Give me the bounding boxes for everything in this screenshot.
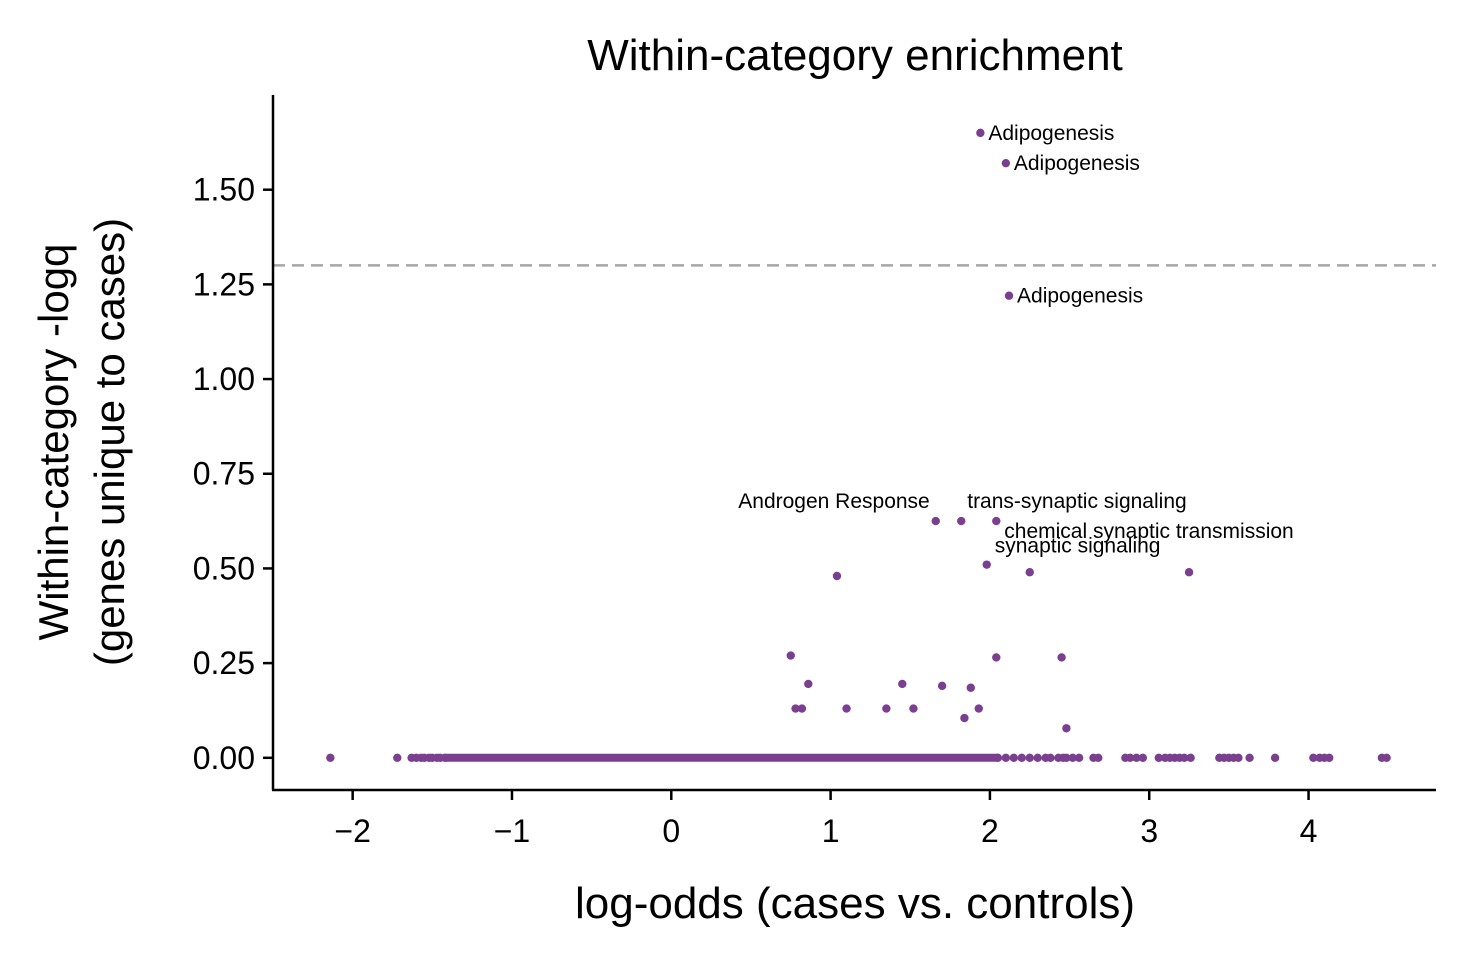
x-tick-label: 1 — [822, 813, 840, 849]
data-point — [1186, 753, 1195, 763]
data-point — [1138, 753, 1148, 763]
annotations: Adipogenesis Adipogenesis Adipogenesis Andr… — [738, 122, 1293, 558]
x-tick-label: 2 — [981, 813, 999, 849]
data-point — [842, 704, 851, 713]
data-point — [326, 753, 335, 763]
data-point — [909, 704, 918, 713]
y-axis-label-line-1: Within-category -logq — [30, 244, 77, 641]
data-point — [1382, 753, 1391, 763]
data-point — [1025, 753, 1034, 763]
data-point — [1325, 753, 1334, 763]
data-point — [1033, 753, 1042, 763]
y-tick-label: 0.75 — [193, 456, 255, 492]
data-points — [326, 128, 1391, 763]
data-point — [1001, 158, 1011, 168]
data-point — [992, 653, 1001, 662]
data-point — [966, 683, 975, 692]
data-point — [804, 679, 813, 689]
data-point — [1184, 568, 1194, 577]
data-point — [791, 704, 800, 713]
chart-title: Within-category enrichment — [587, 31, 1123, 80]
x-axis-label: log-odds (cases vs. controls) — [575, 879, 1135, 928]
y-tick-label: 0.25 — [193, 645, 255, 681]
data-point — [1009, 753, 1019, 763]
x-tick-label: 0 — [662, 813, 680, 849]
data-point — [1132, 753, 1141, 763]
data-point — [1074, 753, 1084, 763]
data-point — [786, 651, 795, 660]
data-point — [1125, 753, 1135, 763]
y-axis-ticks: 0.00 0.25 0.50 0.75 1.00 1.25 1.50 — [193, 172, 273, 776]
data-point — [1017, 753, 1026, 763]
data-point — [957, 516, 966, 526]
data-point — [440, 753, 450, 763]
data-point — [1094, 753, 1103, 763]
data-point — [931, 516, 940, 526]
data-point — [1057, 653, 1066, 662]
data-point — [976, 128, 985, 138]
data-point — [993, 753, 1003, 763]
data-point — [797, 704, 807, 713]
data-point — [1245, 753, 1254, 763]
data-point — [1234, 753, 1243, 763]
x-tick-label: 4 — [1300, 813, 1318, 849]
x-tick-label: −2 — [334, 813, 370, 849]
y-tick-label: 0.00 — [193, 740, 255, 776]
data-point — [1068, 753, 1077, 763]
data-point — [960, 713, 969, 723]
annotation-label: Adipogenesis — [1017, 285, 1143, 308]
y-tick-label: 1.25 — [193, 266, 255, 302]
data-point — [1046, 753, 1055, 763]
y-axis-label: Within-category -logq (genes unique to c… — [30, 218, 133, 666]
annotation-label: Adipogenesis — [1014, 152, 1140, 175]
data-point — [974, 704, 983, 713]
annotation-label: chemical synaptic transmission — [1004, 520, 1293, 543]
data-point — [1062, 753, 1071, 763]
data-point — [1180, 753, 1189, 763]
y-axis-label-line-2: (genes unique to cases) — [86, 218, 133, 666]
data-point — [982, 560, 991, 569]
y-tick-label: 0.50 — [193, 550, 255, 586]
x-tick-label: 3 — [1140, 813, 1158, 849]
data-point — [1309, 753, 1318, 763]
data-point — [898, 679, 907, 689]
data-point — [832, 571, 842, 581]
annotation-label: synaptic signaling — [995, 535, 1161, 558]
data-point — [1270, 753, 1280, 763]
y-tick-label: 1.50 — [193, 172, 255, 208]
data-point — [1001, 753, 1011, 763]
y-tick-label: 1.00 — [193, 361, 255, 397]
data-point — [1154, 753, 1163, 763]
data-point — [937, 681, 947, 691]
x-tick-label: −1 — [494, 813, 530, 849]
data-point — [1062, 724, 1071, 733]
annotation-label: Adipogenesis — [988, 122, 1114, 145]
data-point — [882, 704, 891, 713]
x-axis-ticks: −2 −1 0 1 2 3 4 — [334, 790, 1317, 849]
data-point — [992, 516, 1001, 526]
annotation-label: Androgen Response — [738, 490, 929, 513]
data-point — [1025, 568, 1034, 577]
data-point — [1004, 291, 1014, 300]
data-point — [393, 753, 402, 763]
annotation-label: trans-synaptic signaling — [967, 490, 1186, 513]
